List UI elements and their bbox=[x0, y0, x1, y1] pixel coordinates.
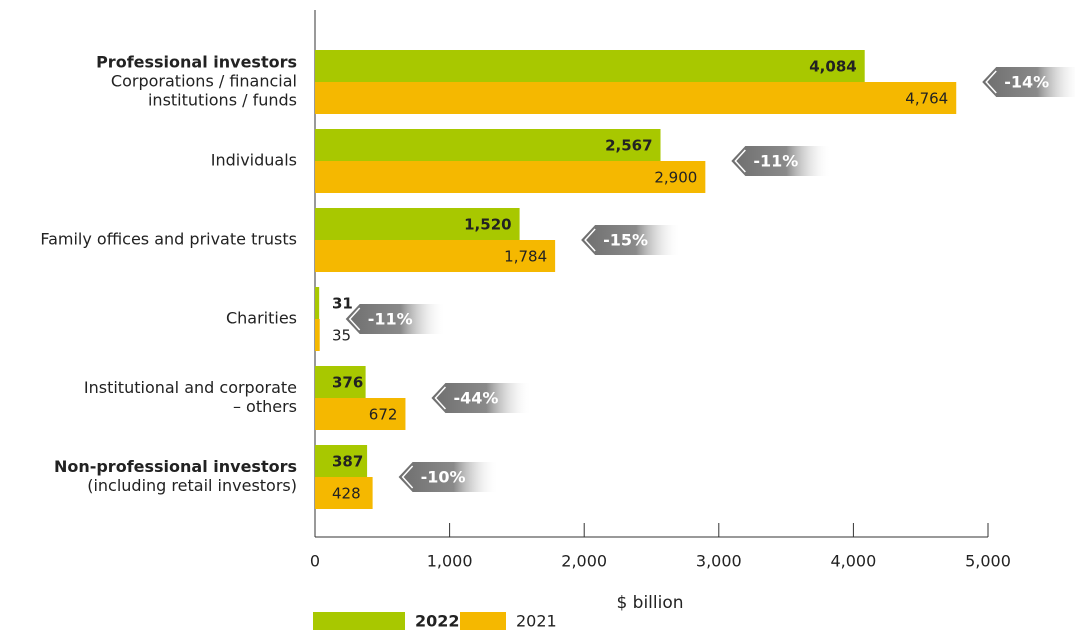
value-label: 1,520 bbox=[464, 216, 511, 234]
change-label: -44% bbox=[453, 389, 498, 408]
bar bbox=[315, 82, 957, 114]
change-arrow bbox=[581, 225, 682, 255]
chevron bbox=[584, 228, 596, 252]
chevron bbox=[434, 386, 447, 410]
category-label: – others bbox=[233, 397, 297, 416]
bar bbox=[315, 50, 865, 82]
value-label: 428 bbox=[332, 485, 361, 503]
bar bbox=[315, 161, 706, 193]
change-arrow bbox=[982, 67, 1075, 97]
chevron bbox=[401, 465, 414, 489]
change-label: -11% bbox=[368, 310, 413, 329]
bar bbox=[315, 240, 556, 272]
legend-label: 2021 bbox=[516, 612, 557, 631]
chevron bbox=[985, 70, 997, 94]
bar bbox=[315, 319, 320, 351]
value-label: 672 bbox=[369, 406, 398, 424]
x-tick-label: 2,000 bbox=[561, 552, 607, 571]
x-tick-label: 1,000 bbox=[427, 552, 473, 571]
bar bbox=[315, 366, 366, 398]
change-label: -10% bbox=[421, 468, 466, 487]
value-label: 4,084 bbox=[809, 58, 856, 76]
bar bbox=[315, 398, 406, 430]
value-label: 31 bbox=[332, 295, 353, 313]
change-arrow bbox=[431, 383, 532, 413]
category-label: Individuals bbox=[211, 151, 297, 170]
change-label: -11% bbox=[753, 152, 798, 171]
x-tick-label: 3,000 bbox=[696, 552, 742, 571]
category-label: Institutional and corporate bbox=[84, 378, 297, 397]
value-label: 35 bbox=[332, 327, 351, 345]
chevron bbox=[348, 307, 361, 331]
change-arrow bbox=[345, 304, 446, 334]
x-tick-label: 4,000 bbox=[830, 552, 876, 571]
bar bbox=[315, 129, 661, 161]
category-heading: Non-professional investors bbox=[54, 457, 297, 476]
change-label: -14% bbox=[1004, 73, 1049, 92]
category-label: (including retail investors) bbox=[87, 476, 297, 495]
value-label: 4,764 bbox=[905, 90, 948, 108]
legend-swatch bbox=[313, 612, 405, 630]
change-arrow bbox=[731, 146, 832, 176]
change-label: -15% bbox=[603, 231, 648, 250]
legend-label: 2022 bbox=[415, 612, 460, 631]
bar bbox=[315, 445, 368, 477]
value-label: 387 bbox=[332, 453, 363, 471]
category-heading: Professional investors bbox=[96, 53, 297, 72]
value-label: 1,784 bbox=[504, 248, 547, 266]
value-label: 376 bbox=[332, 374, 363, 392]
bar bbox=[315, 477, 373, 509]
category-label: institutions / funds bbox=[148, 91, 297, 110]
chevron bbox=[734, 149, 746, 173]
bar bbox=[315, 208, 520, 240]
legend-swatch bbox=[460, 612, 506, 630]
change-arrow bbox=[398, 462, 499, 492]
value-label: 2,900 bbox=[654, 169, 697, 187]
bar bbox=[315, 287, 320, 319]
value-label: 2,567 bbox=[605, 137, 652, 155]
x-tick-label: 0 bbox=[310, 552, 320, 571]
x-axis-title: $ billion bbox=[616, 593, 683, 613]
category-label: Corporations / financial bbox=[111, 72, 297, 91]
x-tick-label: 5,000 bbox=[965, 552, 1011, 571]
category-label: Family offices and private trusts bbox=[40, 230, 297, 249]
category-label: Charities bbox=[226, 309, 297, 328]
